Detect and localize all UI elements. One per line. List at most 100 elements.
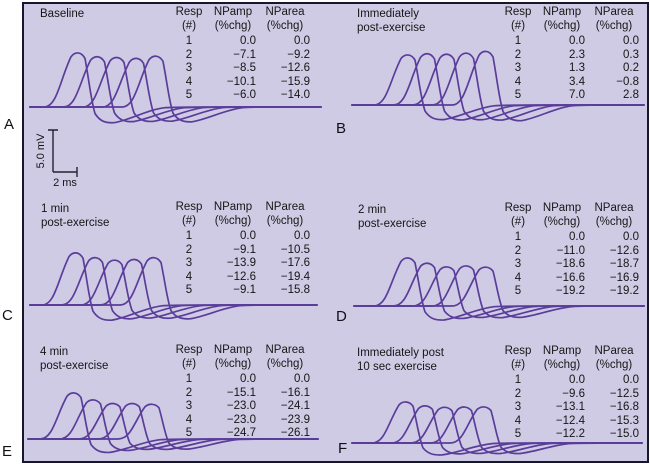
table-row: 5 7.0 2.8 [499, 89, 641, 103]
table-cell: 0.0 [294, 373, 310, 385]
table-cell: 2 [514, 48, 522, 61]
table-cell: −23.0 [226, 400, 256, 413]
table-cell: 3 [514, 258, 522, 271]
panel-label-b: B [336, 120, 347, 137]
panel-label-f: F [338, 440, 348, 457]
table-row: 4 −12.6 −19.4 [170, 271, 312, 285]
table-cell: 1 [514, 231, 522, 243]
table-cell: −9.1 [233, 243, 256, 256]
table-row: 4 −12.4 −15.3 [499, 415, 641, 429]
table-cell: −19.2 [555, 285, 585, 298]
table-body: 1 0.0 0.0 2 −9.6 −12.5 3 −13.1 −16.8 4 −12.4 −15.3 5… [499, 374, 641, 442]
table-cell: −15.1 [226, 386, 256, 399]
table-cell: 3 [185, 400, 193, 413]
col-header-npamp: NPamp (%chg) [213, 6, 253, 32]
panel-d-title: 2 min post-exercise [358, 204, 427, 230]
table-row: 2 −9.6 −12.5 [499, 388, 641, 402]
panel-label-a: A [4, 116, 15, 133]
table-row: 4 −16.6 −16.9 [499, 272, 641, 286]
table-cell: −16.6 [555, 271, 585, 284]
table-cell: 4 [514, 271, 522, 284]
col-header-nparea: NParea (%chg) [594, 345, 634, 371]
col-header-resp: Resp (#) [504, 345, 532, 371]
table-cell: −19.4 [280, 270, 310, 283]
col-header-resp: Resp (#) [175, 6, 203, 32]
table-row: 3 −13.1 −16.8 [499, 401, 641, 415]
table-cell: −26.1 [280, 427, 310, 440]
table-cell: 1 [185, 230, 193, 242]
table-cell: 1.3 [569, 62, 585, 75]
table-cell: −12.6 [609, 244, 639, 257]
col-header-nparea: NParea (%chg) [265, 344, 305, 370]
panel-label-c: C [2, 307, 13, 324]
col-header-nparea: NParea (%chg) [594, 202, 634, 228]
table-row: 3 −23.0 −24.1 [170, 400, 312, 414]
table-cell: −10.1 [226, 75, 256, 88]
table-cell: −17.6 [280, 257, 310, 270]
table-cell: −9.6 [562, 387, 585, 400]
table-cell: 3 [185, 257, 193, 270]
table-cell: −11.0 [556, 244, 585, 257]
table-cell: 4 [514, 414, 522, 427]
table-cell: 0.3 [623, 48, 639, 61]
table-row: 3 −13.9 −17.6 [170, 257, 312, 271]
table-body: 1 0.0 0.0 2 −15.1 −16.1 3 −23.0 −24.1 4 −23.0 −23.9… [170, 373, 312, 441]
col-header-npamp: NPamp (%chg) [542, 202, 582, 228]
table-cell: −18.6 [555, 258, 585, 271]
panel-a-title: Baseline [40, 8, 85, 20]
table-cell: 1 [185, 35, 193, 47]
table-header: Resp (#) NPamp (%chg) NParea (%chg) [499, 202, 641, 229]
table-row: 3 −8.5 −12.6 [170, 62, 312, 76]
table-cell: 0.0 [240, 230, 256, 242]
table-cell: −24.1 [280, 400, 310, 413]
table-cell: 3 [185, 62, 193, 75]
panel-e-table: Resp (#) NPamp (%chg) NParea (%chg) 1 0.0… [170, 344, 312, 441]
table-cell: 0.0 [240, 35, 256, 47]
panel-d-table: Resp (#) NPamp (%chg) NParea (%chg) 1 0.0… [499, 202, 641, 299]
table-body: 1 0.0 0.0 2 2.3 0.3 3 1.3 0.2 4 3.4 −0.8 5 7.0 2.8 [499, 35, 641, 103]
table-cell: 5 [185, 284, 193, 297]
table-cell: 0.0 [294, 35, 310, 47]
table-cell: −12.2 [555, 428, 585, 441]
table-cell: −13.1 [555, 401, 585, 414]
table-cell: 1 [514, 374, 522, 386]
table-cell: −19.2 [609, 285, 639, 298]
table-row: 5 −9.1 −15.8 [170, 284, 312, 298]
table-body: 1 0.0 0.0 2 −9.1 −10.5 3 −13.9 −17.6 4 −12.6 −19.4 5… [170, 230, 312, 298]
table-row: 2 −15.1 −16.1 [170, 387, 312, 401]
panel-b-table: Resp (#) NPamp (%chg) NParea (%chg) 1 0.0… [499, 6, 641, 103]
table-header: Resp (#) NPamp (%chg) NParea (%chg) [170, 201, 312, 228]
table-row: 5 −19.2 −19.2 [499, 285, 641, 299]
table-cell: 7.0 [569, 89, 585, 102]
table-cell: 3 [514, 62, 522, 75]
table-cell: 2.8 [623, 89, 639, 102]
table-row: 1 0.0 0.0 [499, 374, 641, 388]
table-cell: −12.5 [609, 387, 639, 400]
table-cell: −0.8 [616, 75, 639, 88]
table-cell: −23.9 [280, 413, 310, 426]
table-cell: 0.0 [569, 231, 585, 243]
table-row: 1 0.0 0.0 [170, 230, 312, 244]
table-cell: 0.2 [623, 62, 639, 75]
table-cell: 0.0 [623, 374, 639, 386]
col-header-npamp: NPamp (%chg) [213, 344, 253, 370]
table-cell: −9.2 [287, 48, 310, 61]
table-cell: 0.0 [569, 374, 585, 386]
table-header: Resp (#) NPamp (%chg) NParea (%chg) [170, 6, 312, 33]
table-row: 3 1.3 0.2 [499, 62, 641, 76]
table-cell: −16.1 [280, 386, 310, 399]
table-cell: −15.3 [609, 414, 639, 427]
table-row: 1 0.0 0.0 [499, 35, 641, 49]
table-cell: 2 [514, 244, 522, 257]
panel-b-title: Immediately post-exercise [357, 8, 426, 34]
table-cell: 4 [185, 75, 193, 88]
table-cell: 2 [185, 386, 193, 399]
table-row: 2 −11.0 −12.6 [499, 245, 641, 259]
table-cell: 4 [514, 75, 522, 88]
table-cell: −12.6 [280, 62, 310, 75]
table-row: 1 0.0 0.0 [499, 231, 641, 245]
table-cell: −15.8 [280, 284, 310, 297]
table-row: 1 0.0 0.0 [170, 35, 312, 49]
table-cell: 0.0 [240, 373, 256, 385]
